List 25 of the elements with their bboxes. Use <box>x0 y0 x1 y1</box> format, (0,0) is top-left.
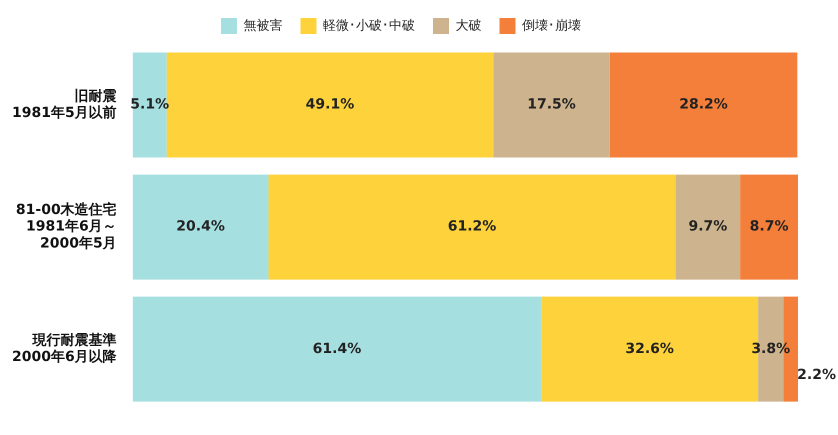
data-label: 61.2% <box>448 218 496 235</box>
bar <box>610 52 798 158</box>
bar <box>132 296 542 402</box>
data-label: 49.1% <box>306 96 354 113</box>
bar <box>740 174 798 280</box>
bar <box>676 174 740 280</box>
y-tick-label: 現行耐震基準 2000年6月以降 <box>12 332 118 366</box>
data-label: 2.2% <box>797 366 836 383</box>
data-label: 20.4% <box>176 218 225 235</box>
legend-label: 軽微･小破･中破 <box>323 18 415 34</box>
bar <box>268 174 676 280</box>
y-tick-label: 81-00木造住宅 1981年6月～ 2000年5月 <box>16 200 117 252</box>
data-label: 61.4% <box>312 340 362 357</box>
data-label: 9.7% <box>688 218 728 235</box>
bar <box>132 174 268 280</box>
data-label: 32.6% <box>625 340 674 357</box>
legend-label: 大破 <box>456 18 482 34</box>
bar <box>493 52 610 158</box>
legend-label: 無被害 <box>244 17 282 34</box>
legend-label: 倒壊･崩壊 <box>522 18 581 34</box>
data-label: 3.8% <box>751 340 790 357</box>
data-label: 8.7% <box>750 218 788 235</box>
data-label: 17.5% <box>527 96 576 113</box>
y-tick-label: 旧耐震 1981年5月以前 <box>12 88 117 122</box>
data-label: 28.2% <box>679 96 728 113</box>
